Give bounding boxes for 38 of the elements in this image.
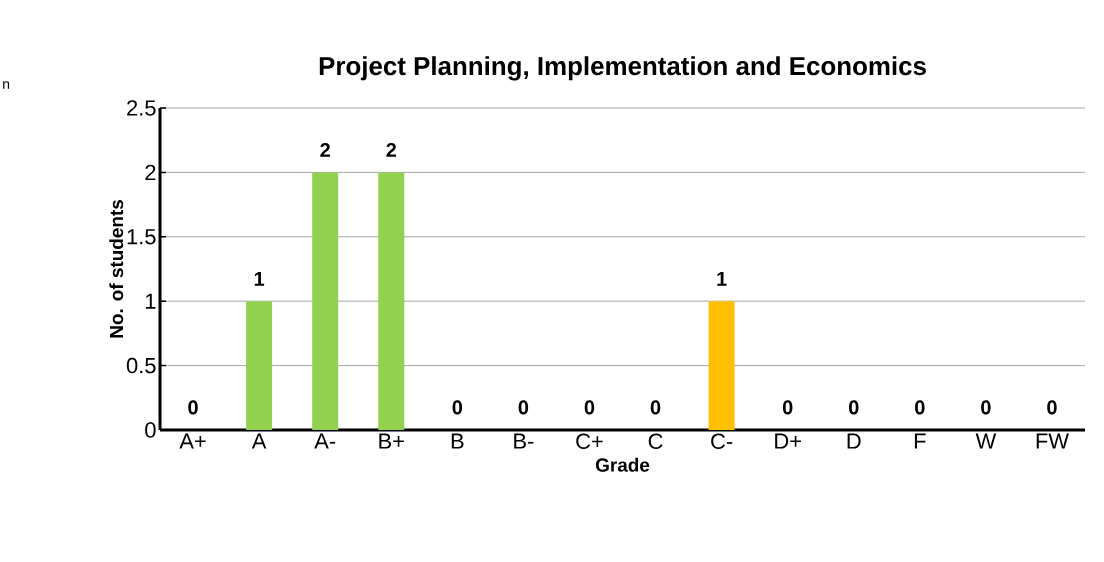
y-tick-label: 0 (145, 422, 156, 438)
x-tick-label: B- (514, 433, 534, 449)
x-tick-label: B (451, 433, 464, 449)
chart-title: Project Planning, Implementation and Economics (319, 56, 926, 81)
x-tick-label: FW (1036, 433, 1069, 449)
data-label: 0 (782, 400, 793, 415)
data-label: 0 (650, 400, 661, 415)
data-label: 0 (915, 400, 925, 415)
x-tick-label: C (648, 433, 663, 450)
data-label: 0 (188, 400, 198, 415)
x-tick-label: D (847, 433, 861, 449)
x-tick-label: D+ (775, 433, 801, 449)
x-tick-label: A- (314, 433, 336, 449)
y-tick-label: 1 (145, 293, 156, 309)
data-label: 0 (849, 400, 859, 415)
x-tick-label: F (914, 433, 926, 449)
x-tick-label: A+ (179, 433, 206, 449)
data-label: 2 (386, 142, 396, 157)
data-label: 1 (717, 271, 727, 286)
data-label: 0 (452, 400, 463, 415)
y-tick-label: 1.5 (127, 229, 156, 245)
data-label: 0 (584, 400, 595, 415)
data-label: 2 (320, 142, 330, 157)
y-tick-label: 2 (145, 164, 156, 181)
y-tick-label: 2.5 (127, 100, 156, 116)
text: n (3, 81, 10, 89)
y-tick-label: 0.5 (126, 357, 156, 374)
x-tick-label: C- (711, 433, 733, 450)
x-axis-title: Grade (595, 457, 650, 472)
x-tick-label: A (251, 433, 267, 449)
data-label: 0 (981, 400, 991, 415)
x-tick-label: W (975, 433, 997, 449)
data-label: 0 (518, 400, 529, 415)
y-axis-title: No. of students (109, 200, 124, 338)
data-label: 0 (1047, 400, 1057, 415)
x-tick-label: B+ (379, 433, 404, 449)
data-label: 1 (254, 271, 265, 286)
x-tick-label: C+ (576, 433, 603, 450)
